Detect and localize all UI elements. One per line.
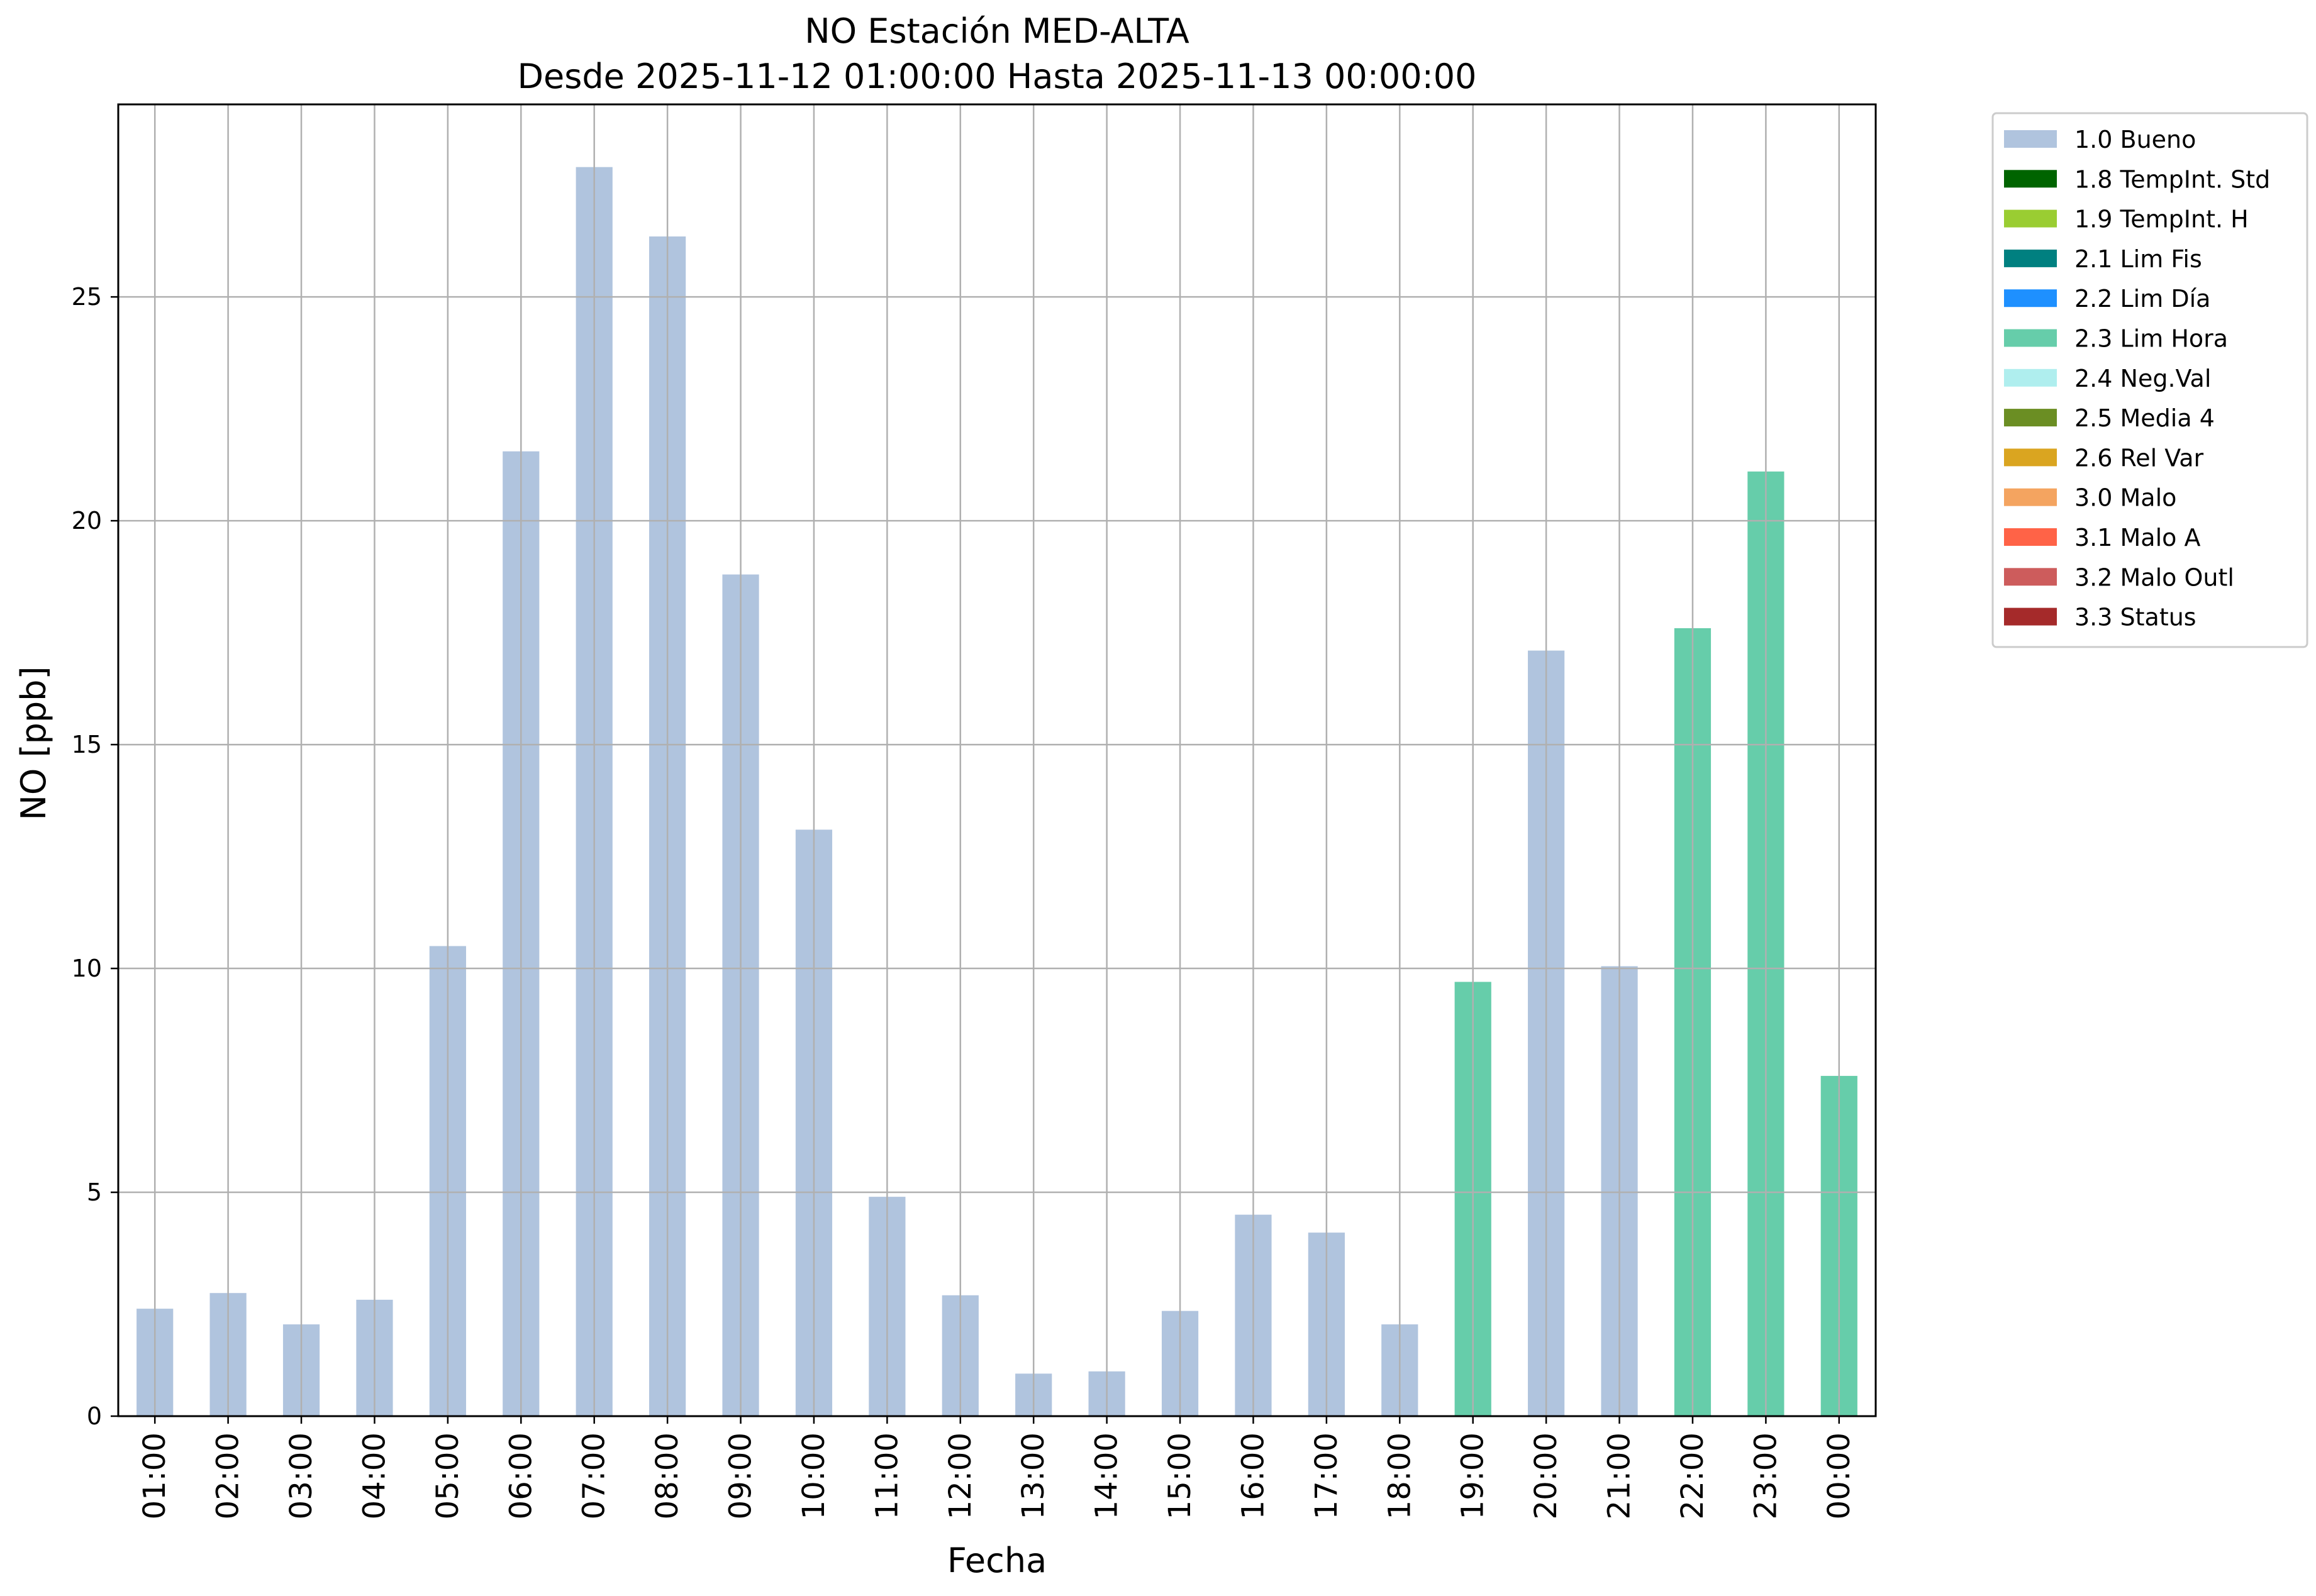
y-tick-label: 0: [87, 1402, 102, 1430]
x-tick-label: 12:00: [943, 1433, 978, 1519]
legend-label: 1.8 TempInt. Std: [2074, 165, 2270, 193]
legend-swatch: [2004, 249, 2057, 267]
legend: 1.0 Bueno 1.8 TempInt. Std 1.9 TempInt. H 2…: [1991, 112, 2308, 648]
legend-label: 2.5 Media 4: [2074, 404, 2215, 432]
x-tick-label: 23:00: [1748, 1433, 1783, 1519]
x-tick-label: 15:00: [1162, 1433, 1198, 1519]
legend-label: 2.6 Rel Var: [2074, 444, 2204, 472]
legend-label: 2.4 Neg.Val: [2074, 365, 2211, 392]
legend-swatch: [2004, 289, 2057, 308]
x-tick-label: 02:00: [211, 1433, 246, 1519]
plot-frame: [117, 103, 1877, 1417]
x-tick-label: 11:00: [869, 1433, 905, 1519]
legend-swatch: [2004, 130, 2057, 148]
legend-swatch: [2004, 528, 2057, 546]
x-tick-label: 22:00: [1675, 1433, 1710, 1519]
x-tick-label: 08:00: [650, 1433, 685, 1519]
legend-swatch: [2004, 488, 2057, 506]
x-tick-label: 10:00: [796, 1433, 832, 1519]
y-tick-label: 25: [72, 283, 102, 311]
x-tick-label: 06:00: [503, 1433, 538, 1519]
x-tick-label: 19:00: [1456, 1433, 1491, 1519]
legend-label: 2.1 Lim Fis: [2074, 245, 2202, 273]
x-tick-label: 01:00: [137, 1433, 172, 1519]
y-tick-label: 5: [87, 1178, 102, 1206]
grid-lines: [118, 104, 1876, 1417]
x-tick-label: 07:00: [577, 1433, 612, 1519]
legend-label: 1.0 Bueno: [2074, 126, 2196, 153]
chart-subtitle: Desde 2025-11-12 01:00:00 Hasta 2025-11-…: [517, 57, 1476, 96]
x-tick-label: 20:00: [1528, 1433, 1564, 1519]
legend-label: 3.2 Malo Outl: [2074, 563, 2234, 591]
x-axis-label: Fecha: [947, 1541, 1047, 1580]
x-tick-label: 03:00: [284, 1433, 319, 1519]
y-tick-label: 10: [72, 955, 102, 982]
x-tick-label: 21:00: [1602, 1433, 1637, 1519]
x-tick-label: 14:00: [1089, 1433, 1125, 1519]
legend-label: 3.0 Malo: [2074, 484, 2176, 512]
legend-box: [1991, 112, 2308, 648]
x-tick-label: 05:00: [430, 1433, 465, 1519]
chart-title: NO Estación MED-ALTA: [804, 11, 1189, 51]
legend-label: 2.3 Lim Hora: [2074, 325, 2228, 353]
legend-swatch: [2004, 568, 2057, 586]
legend-label: 2.2 Lim Día: [2074, 285, 2210, 313]
y-tick-label: 15: [72, 731, 102, 758]
legend-swatch: [2004, 409, 2057, 427]
legend-label: 3.3 Status: [2074, 604, 2196, 631]
x-tick-label: 09:00: [723, 1433, 759, 1519]
x-tick-label: 16:00: [1235, 1433, 1271, 1519]
legend-swatch: [2004, 329, 2057, 347]
bars: [136, 167, 1857, 1417]
x-tick-label: 13:00: [1016, 1433, 1051, 1519]
y-tick-label: 20: [72, 507, 102, 535]
x-tick-label: 04:00: [357, 1433, 392, 1519]
x-tick-label: 17:00: [1309, 1433, 1344, 1519]
y-axis-label: NO [ppb]: [14, 666, 53, 820]
legend-swatch: [2004, 170, 2057, 188]
legend-swatch: [2004, 209, 2057, 228]
legend-label: 1.9 TempInt. H: [2074, 206, 2249, 233]
x-tick-label: 18:00: [1382, 1433, 1417, 1519]
legend-label: 3.1 Malo A: [2074, 524, 2200, 551]
legend-swatch: [2004, 607, 2057, 626]
axes: 0 5 10 15 20 25 01:00 02:00 03:00 04:00 05:00 06:00…: [72, 103, 1877, 1519]
x-tick-label: 00:00: [1822, 1433, 1857, 1519]
legend-swatch: [2004, 448, 2057, 467]
legend-swatch: [2004, 369, 2057, 387]
